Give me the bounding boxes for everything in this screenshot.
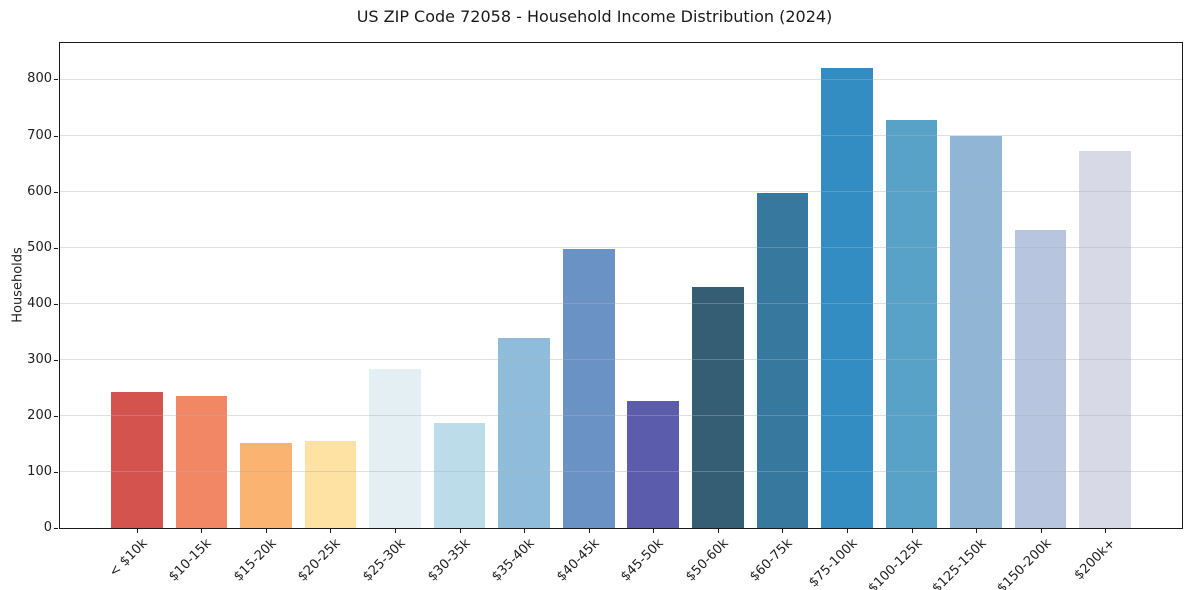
bar-60-75k (756, 193, 809, 528)
x-tick-mark (976, 529, 978, 533)
x-tick-mark (459, 529, 461, 533)
x-tick-mark (588, 529, 590, 533)
bar-50-60k (692, 286, 744, 528)
bar-10k (111, 391, 163, 528)
chart-title: US ZIP Code 72058 - Household Income Dis… (356, 7, 833, 26)
y-tick-label: 100 (27, 463, 52, 479)
bar-200k (1079, 150, 1131, 528)
bar-40-45k (562, 249, 615, 528)
bars-layer (60, 43, 1182, 528)
y-tick-label: 600 (27, 183, 52, 199)
y-tick-mark (54, 359, 58, 361)
x-tick-mark (201, 529, 203, 533)
bar-15-20k (240, 442, 292, 528)
bar-10-15k (175, 395, 228, 528)
bar-100-125k (885, 119, 938, 528)
x-tick-mark (265, 529, 267, 533)
y-tick-label: 500 (27, 239, 52, 255)
x-tick-mark (717, 529, 719, 533)
y-tick-label: 800 (27, 71, 52, 87)
bar-125-150k (950, 136, 1002, 528)
plot-area (59, 42, 1183, 529)
x-tick-mark (1105, 529, 1107, 533)
bar-20-25k (304, 440, 357, 528)
x-tick-mark (524, 529, 526, 533)
x-tick-mark (136, 529, 138, 533)
bar-30-35k (433, 422, 486, 528)
x-tick-mark (330, 529, 332, 533)
y-tick-label: 300 (27, 351, 52, 367)
y-tick-mark (54, 303, 58, 305)
bar-35-40k (498, 337, 550, 528)
y-tick-mark (54, 191, 58, 193)
x-tick-mark (782, 529, 784, 533)
y-tick-mark (54, 528, 58, 529)
y-tick-mark (54, 415, 58, 417)
x-tick-mark (1040, 529, 1042, 533)
y-tick-label: 400 (27, 295, 52, 311)
x-tick-mark (653, 529, 655, 533)
bar-150-200k (1014, 229, 1067, 528)
bar-75-100k (821, 68, 873, 528)
bar-45-50k (627, 400, 680, 528)
x-tick-mark (846, 529, 848, 533)
y-tick-label: 700 (27, 127, 52, 143)
y-tick-mark (54, 135, 58, 137)
bar-25-30k (369, 368, 421, 528)
x-tick-mark (911, 529, 913, 533)
y-tick-mark (54, 471, 58, 473)
y-tick-mark (54, 247, 58, 249)
x-tick-mark (395, 529, 397, 533)
x-tick-label: < $10k (106, 536, 151, 581)
y-tick-label: 200 (27, 407, 52, 423)
y-tick-label: 0 (43, 520, 52, 535)
y-tick-mark (54, 79, 58, 81)
